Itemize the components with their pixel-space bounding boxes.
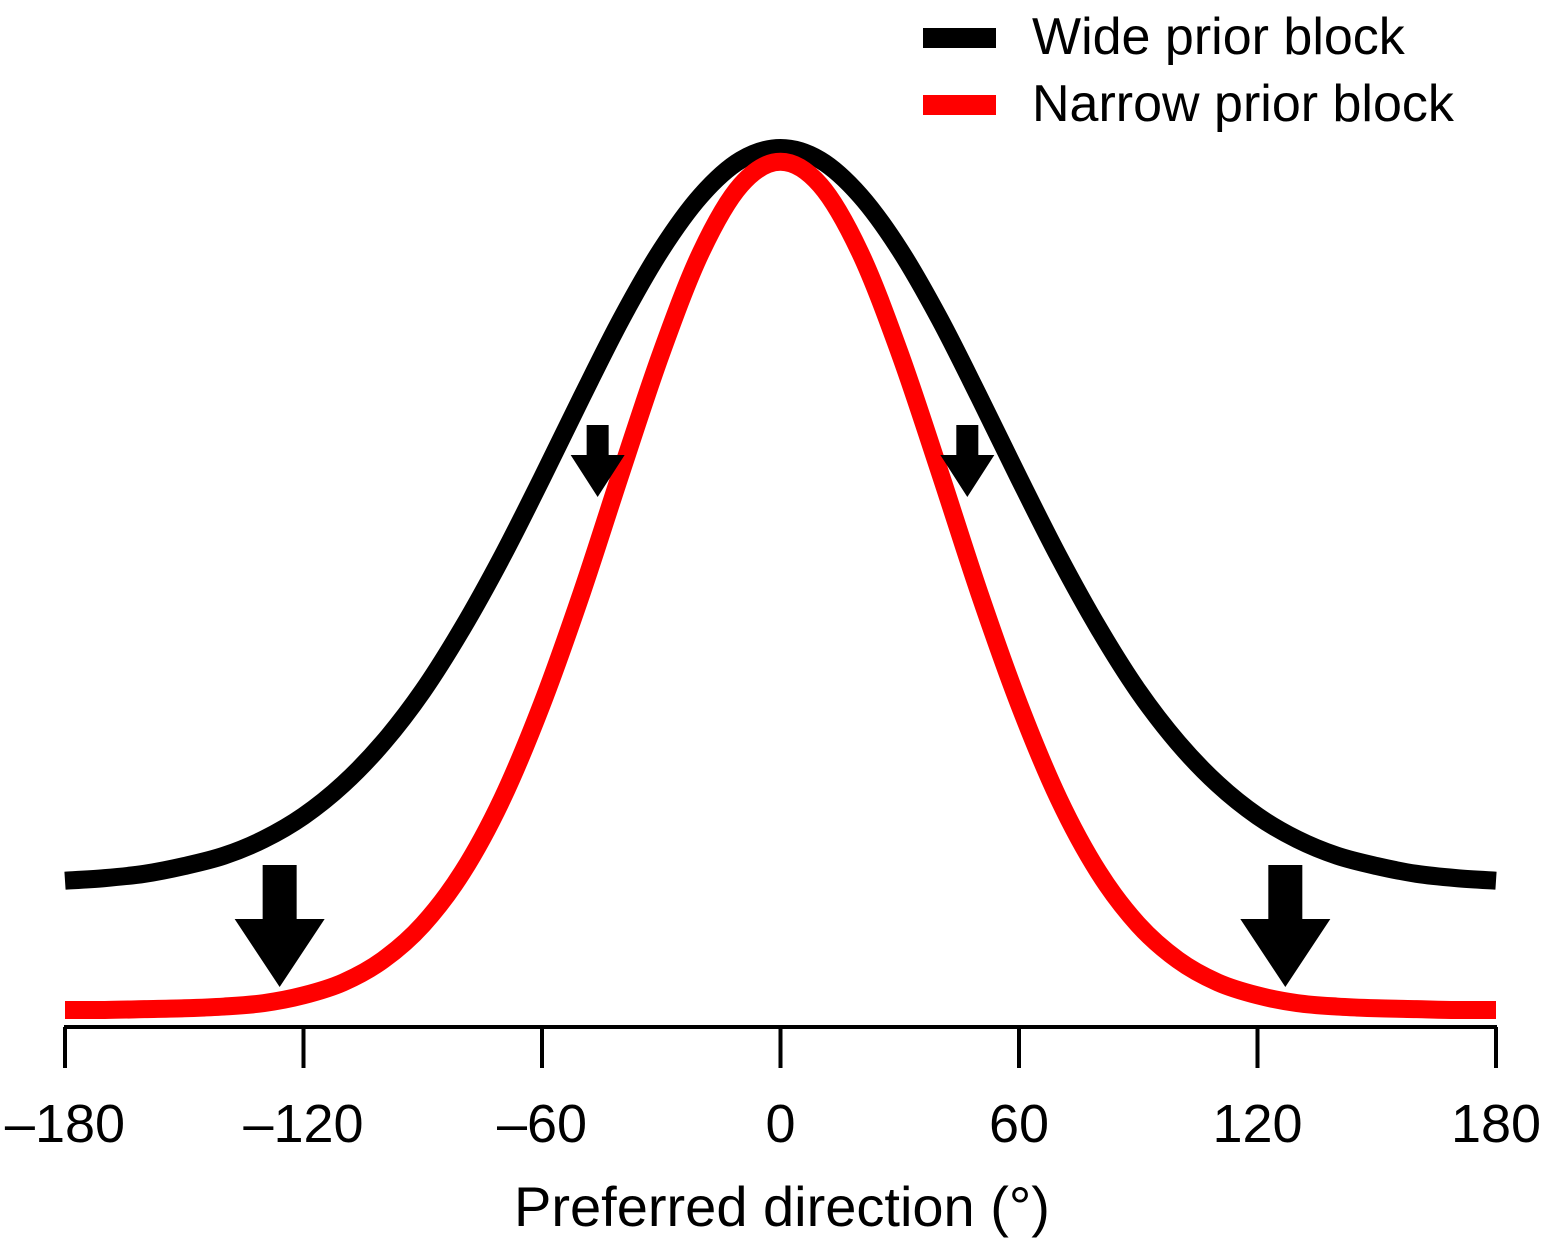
x-tick-label: 60 (989, 1094, 1049, 1154)
x-tick-label: –60 (497, 1094, 587, 1154)
legend-label-wide: Wide prior block (1032, 8, 1406, 66)
series-line-narrow (64, 152, 1497, 1020)
x-tick-label: 120 (1212, 1094, 1302, 1154)
x-ticks: –180 –120 –60 0 60 120 180 (5, 1027, 1541, 1154)
down-arrow-annotation (234, 865, 325, 987)
x-tick-label: –120 (243, 1094, 363, 1154)
x-tick-label: –180 (5, 1094, 125, 1154)
x-tick-label: 180 (1451, 1094, 1541, 1154)
x-axis-label: Preferred direction (°) (514, 1175, 1050, 1238)
legend-label-narrow: Narrow prior block (1032, 75, 1455, 133)
arrows (234, 425, 1331, 987)
legend: Wide prior block Narrow prior block (923, 8, 1455, 133)
down-arrow-annotation (1240, 865, 1331, 987)
curves (64, 138, 1497, 1020)
down-arrow-annotation (570, 425, 625, 497)
x-tick-label: 0 (765, 1094, 795, 1154)
down-arrow-annotation (940, 425, 995, 497)
series-line-wide (64, 138, 1497, 890)
